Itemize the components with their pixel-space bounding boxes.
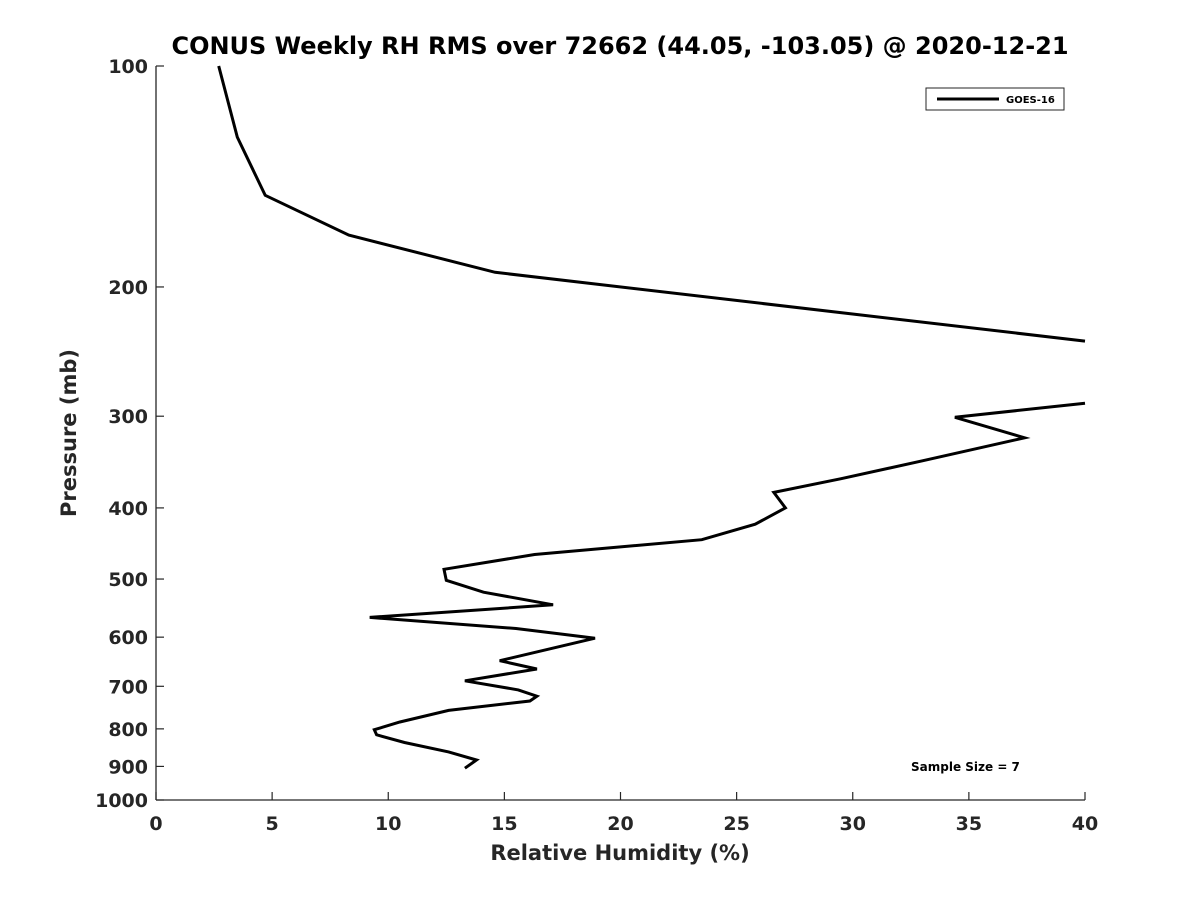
x-tick-label-15: 15 [491, 813, 517, 835]
y-tick-label-1000: 1000 [95, 790, 148, 812]
y-tick-label-500: 500 [108, 569, 148, 591]
x-axis-label: Relative Humidity (%) [490, 841, 749, 865]
x-tick-label-40: 40 [1072, 813, 1098, 835]
y-tick-label-900: 900 [108, 756, 148, 778]
x-tick-label-30: 30 [840, 813, 866, 835]
x-tick-label-0: 0 [149, 813, 162, 835]
y-tick-label-100: 100 [108, 56, 148, 78]
chart-title: CONUS Weekly RH RMS over 72662 (44.05, -… [171, 32, 1068, 60]
legend: GOES-16 [925, 87, 1065, 111]
x-tick-label-25: 25 [723, 813, 749, 835]
y-tick-label-400: 400 [108, 498, 148, 520]
y-ticks: 100 200 300 400 500 600 700 800 900 1000 [95, 56, 164, 812]
x-tick-label-5: 5 [266, 813, 279, 835]
x-tick-label-10: 10 [375, 813, 401, 835]
x-tick-label-20: 20 [607, 813, 633, 835]
sample-size-annotation: Sample Size = 7 [911, 760, 1020, 774]
y-tick-label-200: 200 [108, 277, 148, 299]
y-tick-label-700: 700 [108, 676, 148, 698]
series-line-goes-16-segment-2 [369, 401, 1086, 770]
y-tick-label-300: 300 [108, 406, 148, 428]
x-ticks: 0 5 10 15 20 25 30 35 40 [149, 792, 1098, 835]
legend-label-goes-16: GOES-16 [1006, 95, 1055, 106]
y-tick-label-800: 800 [108, 719, 148, 741]
x-tick-label-35: 35 [956, 813, 982, 835]
series-line-goes-16-segment-1 [217, 65, 1086, 343]
axes [155, 66, 1085, 801]
y-tick-label-600: 600 [108, 627, 148, 649]
y-axis-label: Pressure (mb) [57, 349, 81, 517]
series-layer [217, 65, 1086, 770]
